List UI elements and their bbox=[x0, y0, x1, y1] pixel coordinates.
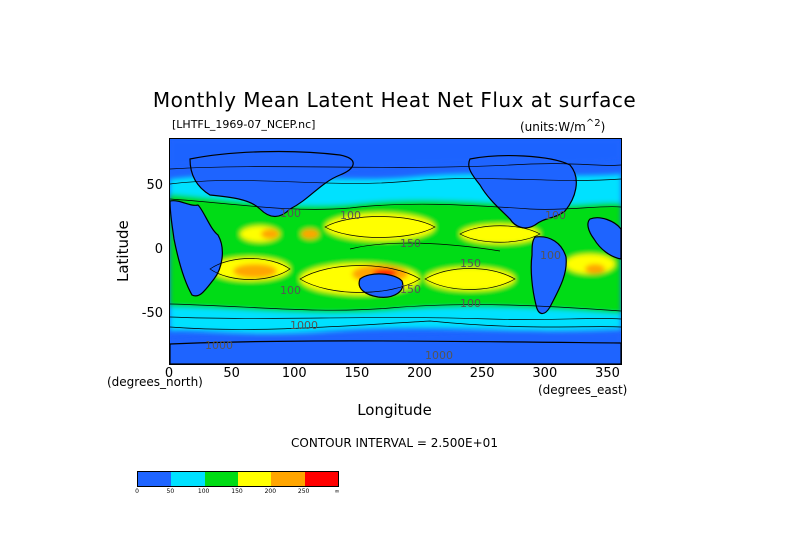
contour-label: 100 bbox=[460, 297, 481, 310]
colorbar-tick-label: 50 bbox=[166, 488, 175, 495]
contour-label: 100 bbox=[545, 209, 566, 222]
colorbar-swatch bbox=[204, 472, 238, 486]
contour-label: 100 bbox=[540, 249, 561, 262]
x-tick-label: 100 bbox=[281, 366, 307, 381]
colorbar-tick-label: 250 bbox=[297, 488, 310, 495]
contour-labels: 100 100 150 150 150 100 100 100 100 1000… bbox=[205, 207, 566, 362]
colorbar-tick-label: 100 bbox=[197, 488, 210, 495]
colorbar-tick-label: 200 bbox=[264, 488, 277, 495]
x-tick-label: 300 bbox=[532, 366, 558, 381]
x-tick-label: 150 bbox=[344, 366, 370, 381]
colorbar-swatch bbox=[171, 472, 205, 486]
y-tick-label: -50 bbox=[141, 306, 163, 321]
contour-interval-text: CONTOUR INTERVAL = 2.500E+01 bbox=[291, 436, 498, 450]
y-axis-label: Latitude bbox=[114, 220, 132, 282]
x-tick-label: 350 bbox=[595, 366, 620, 381]
contour-label: 1000 bbox=[290, 319, 318, 332]
y-tick-label: 0 bbox=[154, 242, 163, 257]
chart-title: Monthly Mean Latent Heat Net Flux at sur… bbox=[152, 88, 637, 112]
colorbar-swatch bbox=[237, 472, 272, 486]
x-tick-label: 50 bbox=[223, 366, 240, 381]
latent-heat-map: 100 100 150 150 150 100 100 100 100 1000… bbox=[170, 139, 621, 364]
colorbar bbox=[137, 471, 339, 487]
colorbar-swatch bbox=[271, 472, 305, 486]
plot-area: 100 100 150 150 150 100 100 100 100 1000… bbox=[169, 138, 622, 365]
colorbar-swatch bbox=[138, 472, 172, 486]
x-tick-label: 200 bbox=[407, 366, 432, 381]
colorbar-swatch bbox=[304, 472, 338, 486]
x-tick-label: 0 bbox=[164, 366, 174, 381]
y-unit-label: (degrees_north) bbox=[107, 375, 203, 389]
units-superscript: ^2 bbox=[585, 118, 601, 129]
contour-label: 1000 bbox=[425, 349, 453, 362]
contour-label: 150 bbox=[460, 257, 481, 270]
contour-label: 100 bbox=[280, 284, 301, 297]
contour-label: 100 bbox=[280, 207, 301, 220]
contour-label: 100 bbox=[340, 209, 361, 222]
units-label: (units:W/m^2) bbox=[520, 118, 606, 134]
x-axis-label: Longitude bbox=[357, 401, 432, 419]
contour-label: 1000 bbox=[205, 339, 233, 352]
contour-label: 150 bbox=[400, 283, 421, 296]
colorbar-tick-label: 150 bbox=[231, 488, 243, 495]
colorbar-tick-label: 0 bbox=[135, 488, 139, 495]
x-tick-label: 250 bbox=[469, 366, 495, 381]
continent-outlines bbox=[170, 150, 621, 364]
contour-label: 150 bbox=[400, 237, 421, 250]
x-unit-label: (degrees_east) bbox=[538, 383, 628, 397]
contour-lines bbox=[170, 163, 621, 330]
file-label: [LHTFL_1969-07_NCEP.nc] bbox=[172, 118, 316, 131]
colorbar-tick-label: ∞ bbox=[334, 488, 340, 495]
y-tick-label: 50 bbox=[146, 178, 163, 193]
